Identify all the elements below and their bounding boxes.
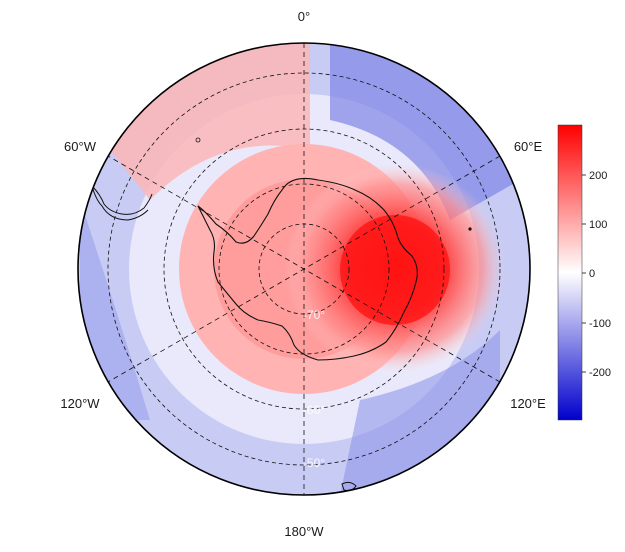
lat-label-70: -70° xyxy=(303,308,325,322)
colorbar-label-200: 200 xyxy=(589,170,607,182)
lon-label-120e: 120°E xyxy=(510,396,546,411)
lon-label-60e: 60°E xyxy=(514,139,543,154)
map-boundary xyxy=(77,42,531,496)
island-marker-2 xyxy=(468,227,472,231)
latitude-circle-outer xyxy=(107,72,501,466)
colorbar-label-0: 0 xyxy=(589,268,595,280)
lat-label-60: -60° xyxy=(303,403,325,417)
meridian-lines xyxy=(107,43,501,495)
lon-label-0: 0° xyxy=(298,9,310,24)
antarctica-coastline xyxy=(197,177,418,361)
north-positive-patch xyxy=(110,43,310,200)
colorbar-label-100: 100 xyxy=(589,219,607,231)
east-positive-core xyxy=(340,215,450,325)
colorbar-label-m100: -100 xyxy=(589,318,611,330)
south-america-coastline xyxy=(91,185,153,221)
colorbar-label-m200: -200 xyxy=(589,367,611,379)
colorbar: 200 100 0 -100 -200 xyxy=(557,124,611,421)
lon-label-120w: 120°W xyxy=(60,396,100,411)
colorbar-frame xyxy=(557,124,583,421)
lat-label-50: -50° xyxy=(303,456,325,470)
island-marker-1 xyxy=(195,137,201,143)
lon-label-60w: 60°W xyxy=(64,139,97,154)
meridian-120e-60w xyxy=(107,155,501,383)
east-negative-patch xyxy=(330,43,520,220)
colorbar-gradient xyxy=(558,125,582,420)
lon-label-180w: 180°W xyxy=(284,524,324,539)
